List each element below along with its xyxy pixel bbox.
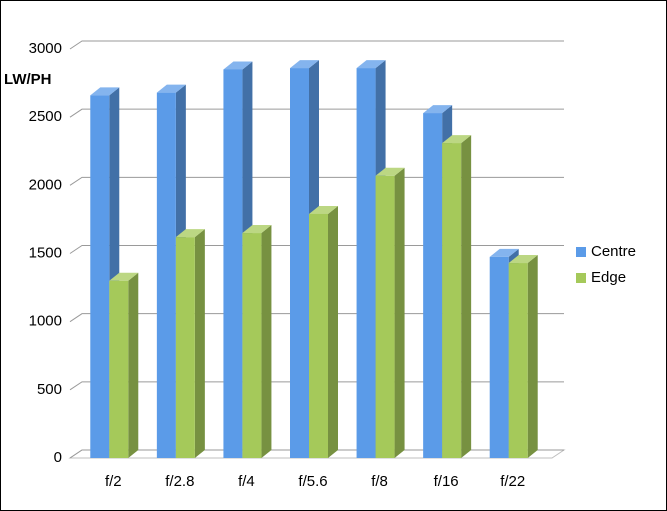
bar <box>375 175 395 459</box>
bar-side <box>128 272 139 458</box>
bar <box>242 233 262 458</box>
y-tick-label: 3000 <box>29 40 62 57</box>
bar-side <box>394 167 405 459</box>
bar <box>508 263 528 458</box>
bar-top <box>309 205 338 214</box>
bar-side <box>461 135 472 458</box>
bar-top <box>508 255 538 264</box>
grid-line <box>69 40 564 50</box>
bar-top <box>356 60 386 69</box>
x-tick-label: f/22 <box>500 473 525 490</box>
bar <box>156 92 176 459</box>
bar-side <box>527 255 538 458</box>
bar <box>489 256 509 458</box>
grid-line <box>69 108 564 118</box>
y-tick-label: 2000 <box>29 176 62 193</box>
bar <box>309 213 328 458</box>
bar <box>423 113 443 459</box>
bar-side <box>194 229 205 458</box>
bar-side <box>328 205 338 458</box>
bar <box>223 69 243 458</box>
bar-top <box>109 272 139 281</box>
bar-top <box>90 87 120 96</box>
legend-label: Centre <box>591 243 636 260</box>
bar <box>442 143 462 458</box>
bar-top <box>489 248 519 257</box>
bar-top <box>442 135 472 144</box>
y-tick-label: 2500 <box>29 108 62 125</box>
legend-label: Edge <box>591 269 626 286</box>
bar <box>175 237 195 458</box>
y-tick-label: 0 <box>54 449 62 466</box>
bar-top <box>223 61 253 70</box>
x-tick-label: f/16 <box>434 473 459 490</box>
y-tick-label: 1000 <box>29 313 62 330</box>
bar-top <box>375 167 405 176</box>
bar-top <box>156 84 186 93</box>
bar <box>356 68 376 458</box>
bar-side <box>261 225 272 458</box>
y-axis-label: LW/PH <box>4 71 52 88</box>
x-tick-label: f/2.8 <box>165 473 194 490</box>
bar-top <box>175 229 205 238</box>
y-tick-label: 1500 <box>29 244 62 261</box>
bar-top <box>242 225 272 234</box>
legend-swatch <box>576 247 586 257</box>
x-tick-label: f/5.6 <box>298 473 327 490</box>
bar-top <box>290 60 319 69</box>
legend-swatch <box>576 273 586 283</box>
x-tick-label: f/2 <box>105 473 122 490</box>
y-tick-label: 500 <box>37 381 62 398</box>
bar-top <box>423 105 453 114</box>
bar <box>290 68 309 458</box>
x-tick-label: f/4 <box>238 473 255 490</box>
bar <box>90 95 110 458</box>
x-tick-label: f/8 <box>371 473 388 490</box>
bar <box>109 280 129 458</box>
